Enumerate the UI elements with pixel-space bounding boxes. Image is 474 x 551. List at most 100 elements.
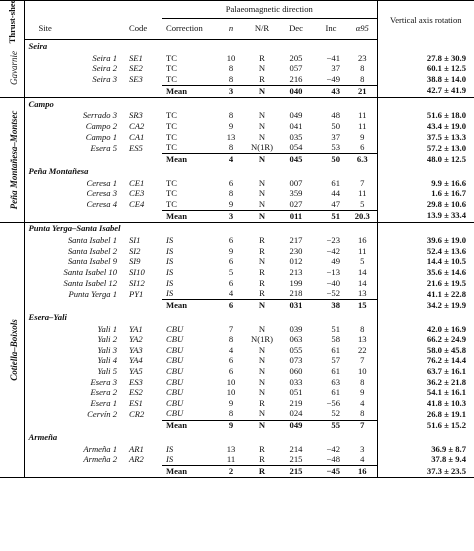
thrust-sheet-name: Peña Montañesa–Montsec bbox=[8, 110, 19, 210]
n-value: 13 bbox=[226, 443, 236, 454]
site-code: SI2 bbox=[129, 245, 141, 256]
rotation-value: 39.6 ± 19.0 bbox=[376, 236, 474, 247]
inclination-value: 61 bbox=[331, 365, 340, 376]
site-code: AR2 bbox=[129, 454, 144, 465]
declination-value: 055 bbox=[289, 344, 303, 355]
table-row: Armeña 1 AR1 IS 13 R 214 −42 3 36.9 ± 8.7 bbox=[0, 444, 474, 455]
inclination-value: 37 bbox=[331, 63, 340, 74]
n-header: n bbox=[216, 18, 246, 40]
rotation-value: 76.2 ± 14.4 bbox=[376, 356, 474, 367]
declination-value: 205 bbox=[289, 52, 303, 63]
declination-value: 073 bbox=[289, 355, 303, 366]
rotation-value: 27.8 ± 30.9 bbox=[376, 53, 474, 64]
site-code: SI9 bbox=[129, 256, 141, 267]
palaeomagnetic-table: Thrust-sheet Palaeomagnetic direction Ve… bbox=[0, 0, 474, 479]
table-row: Seira 2 SE2 TC 8 N 057 37 8 60.1 ± 12.5 bbox=[0, 64, 474, 75]
mean-rotation: 42.7 ± 41.9 bbox=[376, 85, 474, 98]
table-row: Santa Isabel 9 SI9 IS 6 N 012 49 5 14.4 ± 10.5 bbox=[0, 257, 474, 268]
nr-header: N/R bbox=[246, 18, 278, 40]
correction-value: CBU bbox=[166, 376, 184, 387]
site-name: Esera 1 bbox=[90, 397, 118, 408]
polarity-value: N bbox=[258, 121, 266, 132]
declination-value: 213 bbox=[289, 267, 303, 278]
n-value: 4 bbox=[228, 344, 234, 355]
correction-value: IS bbox=[166, 288, 174, 299]
site-name: Santa Isabel 1 bbox=[67, 235, 117, 246]
site-name: Ceresa 4 bbox=[86, 199, 117, 210]
rotation-value: 42.0 ± 16.9 bbox=[376, 324, 474, 335]
table-row: Esera 1 ES1 CBU 9 R 219 −56 4 41.8 ± 10.3 bbox=[0, 398, 474, 409]
table-row: Seira 1 SE1 TC 10 R 205 −41 23 27.8 ± 30.9 bbox=[0, 53, 474, 64]
group-heading-row: Gavarnie Seira bbox=[0, 39, 474, 98]
inclination-value: 51 bbox=[331, 323, 340, 334]
site-name: Punta Yerga 1 bbox=[68, 288, 117, 299]
n-value: 10 bbox=[226, 52, 236, 63]
rotation-value: 38.8 ± 14.0 bbox=[376, 74, 474, 86]
mean-rotation: 34.2 ± 19.9 bbox=[376, 300, 474, 311]
mean-inclination: 55 bbox=[314, 419, 348, 432]
alpha95-value: 8 bbox=[360, 74, 365, 84]
declination-value: 359 bbox=[289, 188, 303, 199]
polarity-value: R bbox=[259, 443, 265, 454]
site-code: YA5 bbox=[129, 365, 143, 376]
declination-value: 012 bbox=[289, 256, 303, 267]
declination-value: 219 bbox=[289, 397, 303, 408]
vertical-axis-rotation-header: Vertical axis rotation bbox=[376, 1, 474, 40]
polarity-value: R bbox=[259, 397, 265, 408]
group-name: Esera–Yali bbox=[28, 311, 67, 322]
n-value: 6 bbox=[228, 277, 234, 288]
mean-declination: 031 bbox=[278, 299, 314, 311]
declination-value: 039 bbox=[289, 323, 303, 334]
mean-n: 2 bbox=[216, 465, 246, 478]
alpha95-value: 8 bbox=[360, 323, 365, 334]
n-value: 6 bbox=[228, 355, 234, 366]
mean-declination: 045 bbox=[278, 153, 314, 166]
site-code: CA1 bbox=[129, 131, 145, 142]
site-name: Yali 2 bbox=[97, 334, 117, 345]
site-code: YA1 bbox=[129, 323, 143, 334]
table-row: Campo 1 CA1 TC 13 N 035 37 9 37.5 ± 13.3 bbox=[0, 132, 474, 143]
site-code: ES3 bbox=[129, 376, 143, 387]
n-value: 13 bbox=[226, 131, 236, 142]
n-value: 9 bbox=[228, 245, 234, 256]
group-name: Campo bbox=[28, 98, 54, 109]
site-name: Santa Isabel 2 bbox=[67, 245, 117, 256]
alpha95-value: 22 bbox=[357, 344, 367, 355]
site-code: AR1 bbox=[129, 443, 144, 454]
polarity-value: R bbox=[259, 277, 265, 288]
table-row: Yali 4 YA4 CBU 6 N 073 57 7 76.2 ± 14.4 bbox=[0, 356, 474, 367]
declination-value: 214 bbox=[289, 443, 303, 454]
correction-value: TC bbox=[166, 142, 177, 153]
table-row: Cervín 2 CR2 CBU 8 N 024 52 8 26.8 ± 19.1 bbox=[0, 409, 474, 420]
declination-value: 033 bbox=[289, 376, 303, 387]
declination-value: 218 bbox=[289, 288, 303, 299]
mean-row: Mean 9 N 049 55 7 51.6 ± 15.2 bbox=[0, 419, 474, 432]
rotation-value: 29.8 ± 10.6 bbox=[376, 199, 474, 211]
site-name: Seira 3 bbox=[92, 74, 117, 85]
thrust-sheet-header: Thrust-sheet bbox=[6, 0, 17, 44]
site-name: Serrado 3 bbox=[82, 110, 117, 121]
inclination-value: 47 bbox=[331, 198, 340, 209]
n-value: 4 bbox=[228, 288, 234, 299]
rotation-value: 43.4 ± 19.0 bbox=[376, 121, 474, 133]
polarity-value: N bbox=[258, 177, 266, 188]
site-name: Campo 2 bbox=[85, 121, 117, 132]
table-row: Esera 5 ES5 TC 8 N(1R) 054 53 6 57.2 ± 13.0 bbox=[0, 142, 474, 154]
alpha95-value: 11 bbox=[358, 121, 367, 132]
mean-row: Mean 6 N 031 38 15 34.2 ± 19.9 bbox=[0, 299, 474, 311]
site-code: ES5 bbox=[129, 142, 143, 153]
polarity-value: R bbox=[259, 52, 265, 63]
site-header: Site bbox=[24, 18, 125, 40]
mean-label: Mean bbox=[162, 419, 216, 432]
correction-value: CBU bbox=[166, 387, 184, 398]
site-name: Esera 5 bbox=[90, 142, 118, 153]
correction-value: TC bbox=[166, 188, 177, 199]
alpha95-value: 23 bbox=[357, 52, 367, 63]
alpha95-value: 8 bbox=[360, 376, 365, 387]
table-body: Thrust-sheet Palaeomagnetic direction Ve… bbox=[0, 0, 474, 479]
correction-value: TC bbox=[166, 110, 177, 121]
mean-label: Mean bbox=[162, 153, 216, 166]
alpha95-value: 4 bbox=[360, 397, 365, 408]
mean-inclination: 43 bbox=[314, 85, 348, 98]
